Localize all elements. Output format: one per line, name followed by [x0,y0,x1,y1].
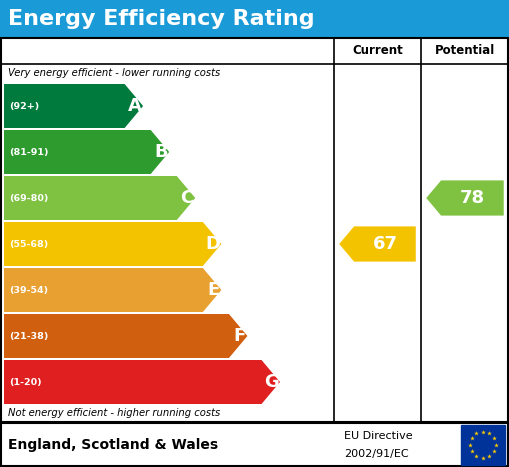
Text: A: A [128,97,142,115]
Text: (21-38): (21-38) [9,332,48,340]
Text: B: B [154,143,167,161]
Text: EU Directive: EU Directive [344,432,413,441]
Text: Not energy efficient - higher running costs: Not energy efficient - higher running co… [8,408,220,418]
Polygon shape [4,360,280,404]
Polygon shape [4,130,169,174]
Polygon shape [4,314,247,358]
Bar [1,38,508,422]
Text: D: D [206,235,220,253]
Polygon shape [426,180,504,216]
Text: Potential: Potential [435,44,495,57]
Text: F: F [233,327,245,345]
Text: England, Scotland & Wales: England, Scotland & Wales [8,438,218,452]
Text: Very energy efficient - lower running costs: Very energy efficient - lower running co… [8,68,220,78]
Text: 67: 67 [373,235,398,253]
Text: G: G [264,373,279,391]
Polygon shape [4,176,195,220]
Text: (92+): (92+) [9,101,39,111]
Text: (81-91): (81-91) [9,148,48,156]
Text: Current: Current [352,44,403,57]
Polygon shape [4,268,221,312]
Bar [1,423,508,466]
Text: (39-54): (39-54) [9,285,48,295]
Bar [0,422,509,467]
Text: Energy Efficiency Rating: Energy Efficiency Rating [8,9,314,29]
Text: (69-80): (69-80) [9,193,48,203]
Polygon shape [4,222,221,266]
Text: (1-20): (1-20) [9,377,42,387]
Text: 2002/91/EC: 2002/91/EC [344,448,409,459]
Text: 78: 78 [460,189,485,207]
Bar [0,0,509,38]
Polygon shape [4,84,143,128]
Text: E: E [207,281,219,299]
Text: C: C [180,189,193,207]
Polygon shape [339,226,416,262]
Text: (55-68): (55-68) [9,240,48,248]
Bar [461,425,505,465]
